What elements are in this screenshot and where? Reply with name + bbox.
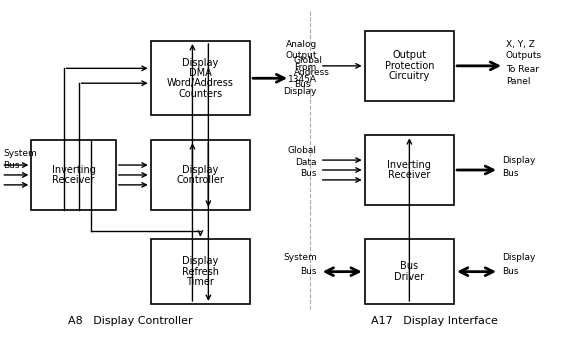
Text: Bus: Bus [401,261,418,271]
Text: Receiver: Receiver [52,175,94,185]
Text: System: System [3,149,37,158]
Bar [365,239,454,304]
Text: Display: Display [283,87,317,96]
Bar [151,41,250,116]
Text: Refresh: Refresh [182,267,219,277]
Text: Analog: Analog [286,39,317,49]
Text: Inverting: Inverting [52,165,96,175]
Text: Bus: Bus [502,267,518,276]
Text: Global: Global [288,146,317,155]
Text: Display: Display [182,256,218,266]
Text: Word/Address: Word/Address [167,79,234,88]
Bar [31,140,116,210]
Text: Bus: Bus [300,267,317,276]
Text: A17   Display Interface: A17 Display Interface [371,316,498,326]
Text: Protection: Protection [385,61,434,71]
Text: System: System [283,253,317,262]
Text: Display: Display [182,58,218,68]
Text: Counters: Counters [178,89,222,99]
Text: Bus: Bus [300,169,317,178]
Text: Display: Display [502,253,535,262]
Text: To Rear: To Rear [506,65,539,74]
Text: From: From [295,63,317,72]
Text: A8   Display Controller: A8 Display Controller [68,316,193,326]
Text: Bus: Bus [3,160,20,170]
Text: Display: Display [502,156,535,165]
Text: Data: Data [295,157,317,167]
Text: Panel: Panel [506,77,530,86]
Text: Receiver: Receiver [388,170,431,180]
Text: Inverting: Inverting [387,160,431,170]
Bar [365,31,454,101]
Text: Output: Output [392,50,426,61]
Text: Outputs: Outputs [506,51,542,61]
Text: Address: Address [294,68,330,77]
Text: Bus: Bus [502,169,518,178]
Text: Timer: Timer [187,277,215,287]
Bar [151,140,250,210]
Text: DMA: DMA [189,68,212,78]
Bar [151,239,250,304]
Bar [365,135,454,205]
Text: Controller: Controller [176,175,224,185]
Text: Display: Display [182,165,218,175]
Text: X, Y, Z: X, Y, Z [506,39,535,49]
Text: 1345A: 1345A [288,75,317,84]
Text: Circuitry: Circuitry [389,71,430,81]
Text: Output: Output [285,51,317,61]
Text: Bus: Bus [294,80,311,89]
Text: Driver: Driver [394,272,424,282]
Text: Global: Global [294,56,323,65]
